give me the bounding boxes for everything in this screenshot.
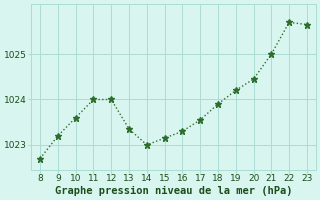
X-axis label: Graphe pression niveau de la mer (hPa): Graphe pression niveau de la mer (hPa): [55, 186, 292, 196]
